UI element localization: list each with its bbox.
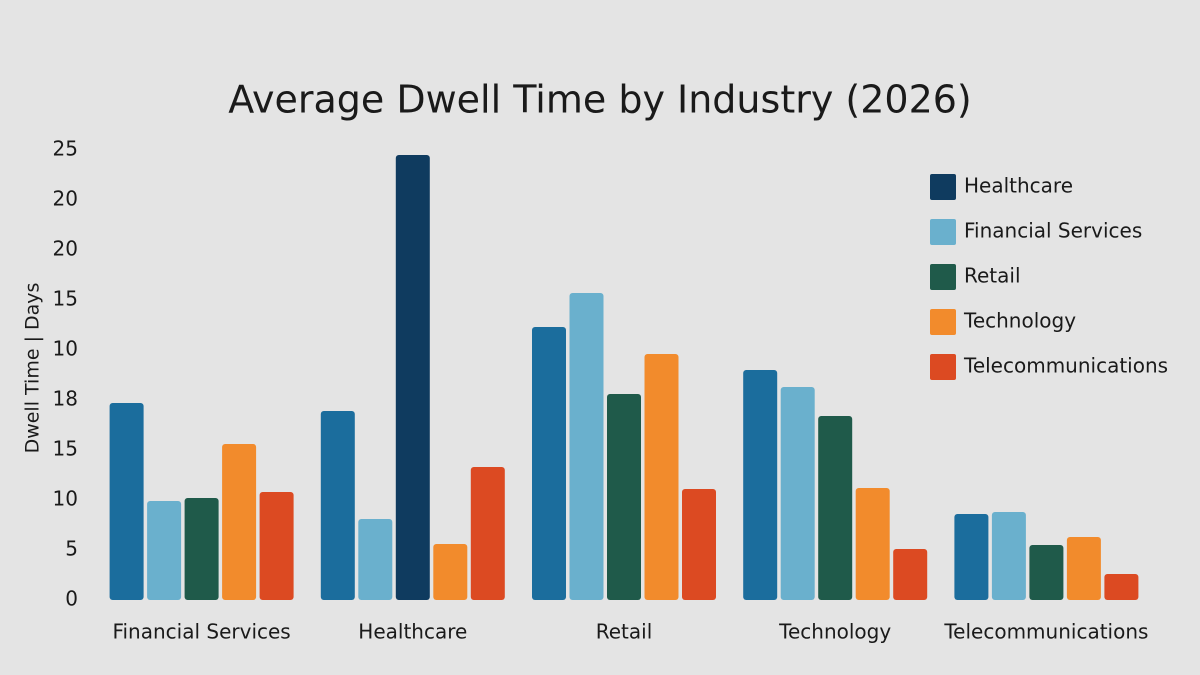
bar	[743, 370, 778, 600]
legend-swatch	[930, 174, 956, 200]
y-tick-label: 25	[53, 137, 78, 161]
bar	[433, 544, 468, 600]
y-tick-label: 15	[53, 437, 78, 461]
legend-label: Financial Services	[964, 219, 1142, 243]
bar	[358, 519, 393, 600]
legend-swatch	[930, 354, 956, 380]
bar	[991, 512, 1026, 600]
y-tick-label: 10	[53, 487, 78, 511]
legend-label: Technology	[963, 309, 1076, 333]
bar	[1029, 545, 1064, 600]
y-tick-label: 15	[53, 287, 78, 311]
bar	[1104, 574, 1139, 600]
y-tick-label: 20	[53, 187, 78, 211]
bar	[893, 549, 928, 600]
legend-swatch	[930, 309, 956, 335]
bar	[569, 293, 604, 600]
bar	[395, 155, 430, 600]
bar	[184, 498, 219, 600]
bar	[644, 354, 679, 600]
y-tick-label: 20	[53, 237, 78, 261]
bar	[818, 416, 853, 600]
legend-swatch	[930, 219, 956, 245]
y-tick-label: 18	[53, 387, 78, 411]
bar	[1066, 537, 1101, 600]
x-tick-label: Retail	[596, 620, 653, 644]
bar	[109, 403, 144, 600]
bar	[682, 489, 716, 600]
y-tick-label: 10	[53, 337, 78, 361]
bar	[532, 327, 566, 600]
legend-label: Telecommunications	[963, 354, 1168, 378]
bar	[222, 444, 257, 600]
bar	[259, 492, 294, 600]
legend-label: Healthcare	[964, 174, 1073, 198]
y-tick-label: 0	[65, 587, 78, 611]
x-tick-label: Technology	[778, 620, 891, 644]
bar	[470, 467, 505, 600]
x-tick-label: Healthcare	[358, 620, 467, 644]
bar	[607, 394, 641, 600]
bar	[320, 411, 355, 600]
bar	[954, 514, 989, 600]
x-tick-label: Financial Services	[112, 620, 290, 644]
x-tick-label: Telecommunications	[943, 620, 1148, 644]
bar	[780, 387, 815, 600]
y-axis-label: Dwell Time | Days	[22, 283, 44, 454]
legend-label: Retail	[964, 264, 1021, 288]
y-tick-label: 5	[65, 537, 78, 561]
bar	[855, 488, 890, 600]
chart-title: Average Dwell Time by Industry (2026)	[228, 78, 972, 122]
bar	[147, 501, 182, 600]
legend-swatch	[930, 264, 956, 290]
